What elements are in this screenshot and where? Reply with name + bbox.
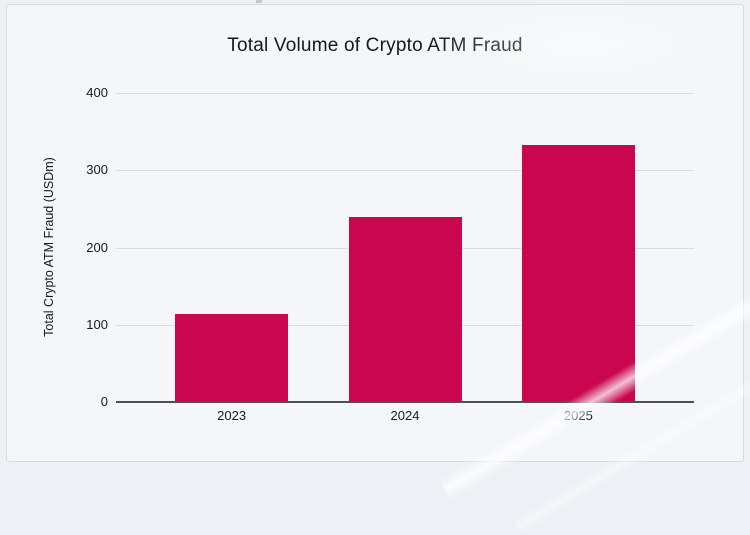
page: { "page": { "background_color": "#eef0f5… — [6, 0, 750, 535]
gridline-y-400 — [116, 93, 694, 94]
plot-area — [116, 93, 694, 403]
y-tick-label: 400 — [86, 85, 108, 100]
y-tick-label: 0 — [100, 394, 108, 409]
chart-title: Total Volume of Crypto ATM Fraud — [227, 35, 523, 56]
chart-card: Total Volume of Crypto ATM Fraud Total C… — [6, 4, 744, 462]
x-tick-label: 2023 — [217, 408, 247, 423]
y-tick-label: 300 — [86, 162, 108, 178]
bar-2023 — [175, 313, 289, 402]
bar-2024 — [348, 216, 462, 402]
y-tick-label: 100 — [86, 316, 108, 332]
x-axis-baseline — [116, 401, 694, 403]
top-edge-artifact — [256, 0, 262, 3]
x-tick-label: 2024 — [390, 408, 420, 423]
y-tick-label: 200 — [86, 239, 108, 255]
x-tick-label: 2025 — [563, 408, 593, 423]
bar-2025 — [521, 144, 635, 402]
gridline-y-300 — [116, 170, 694, 172]
